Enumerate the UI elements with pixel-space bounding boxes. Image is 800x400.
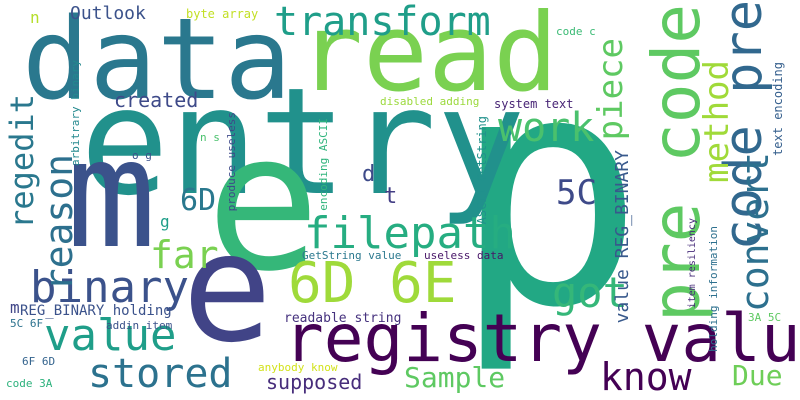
word-text-encoding: text encoding	[771, 62, 785, 156]
word-created: created	[114, 88, 199, 112]
word-holding-information: holding information	[707, 226, 720, 352]
word-piece: piece	[591, 38, 631, 141]
word-binary: binary	[30, 262, 189, 313]
word-due: Due	[732, 359, 783, 392]
word-6f-6d: 6F 6D	[22, 355, 56, 368]
word-o-g: o g	[132, 149, 152, 162]
word-regedit: regedit	[3, 94, 41, 229]
word-disabled-adding: disabled adding	[380, 95, 480, 108]
word-value: value	[44, 310, 177, 361]
word-transform: transform	[274, 0, 491, 45]
word-registry-value: registry value	[284, 300, 800, 377]
word-d: d	[362, 162, 376, 187]
word-convert: convert	[733, 152, 777, 313]
word-sample: Sample	[404, 361, 506, 394]
word-system-text: system text	[494, 97, 574, 111]
word-far: far	[150, 233, 219, 277]
word-produce-useless: produce useless	[225, 112, 238, 212]
word-m: m	[10, 298, 20, 317]
word-code-3a: code 3A	[6, 377, 53, 390]
word-byte-array: byte array	[186, 7, 259, 21]
word-e: e	[206, 92, 321, 313]
word-entry: entry	[80, 56, 526, 228]
word-reason: reason	[37, 154, 81, 292]
word-method: method	[697, 60, 737, 183]
word-arbitrary-binary: arbitrary binary	[69, 60, 82, 166]
word-ascii-getstring: ASCII GetString	[475, 116, 489, 225]
word-n: n	[30, 8, 40, 27]
word-3a-5c: 3A 5C	[748, 311, 782, 324]
word-getstring-value: GetString value	[302, 249, 402, 262]
word-addin-item: addin item	[106, 319, 173, 332]
word-read: read	[298, 0, 559, 116]
word-anybody-know: anybody know	[258, 361, 338, 374]
word-readable-string: readable string	[284, 311, 402, 326]
word-work: work	[498, 105, 595, 151]
word-supposed: supposed	[266, 370, 363, 394]
word-know: know	[600, 355, 692, 399]
word-6d-6e: 6D 6E	[288, 251, 457, 316]
word-p: p	[452, 6, 645, 378]
word-value-reg-binary: value REG_BINARY	[612, 150, 633, 324]
word-5c: 5C	[556, 173, 597, 213]
word-t: t	[384, 184, 398, 209]
word-stored: stored	[88, 351, 233, 397]
word-useless-data: useless data	[424, 249, 504, 262]
word-outlook: Outlook	[70, 3, 146, 24]
word-5c-6f: 5C 6F	[10, 317, 44, 330]
word-reg-binary-holding: REG_BINARY holding	[20, 303, 172, 319]
word-filepath: filepath	[304, 208, 516, 259]
word-m: m	[66, 108, 157, 282]
word-6d: 6D	[180, 183, 217, 218]
word-code-c: code c	[556, 25, 596, 38]
word-data: data	[22, 0, 292, 125]
word-got: got	[552, 268, 628, 317]
word-item-resiliency: item resiliency	[687, 218, 698, 309]
word-encoding-ascii: encoding ASCII	[317, 118, 330, 211]
word-g: g	[160, 212, 170, 231]
word-e: e	[182, 202, 273, 376]
word-n-s: n s	[200, 131, 220, 144]
